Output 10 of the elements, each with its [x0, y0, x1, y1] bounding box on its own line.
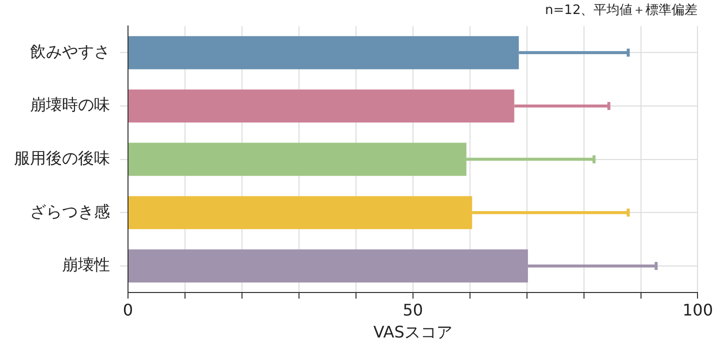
y-tick-label: 崩壊時の味 [30, 95, 110, 114]
y-tick-label: ざらつき感 [30, 202, 110, 221]
x-tick-label: 100 [682, 300, 714, 320]
y-tick-label: 服用後の後味 [14, 148, 110, 168]
x-tick-label: 50 [402, 300, 424, 320]
y-tick-label: 飲みやすさ [30, 42, 110, 61]
text: n=12、平均値＋標準偏差 [545, 2, 698, 18]
y-tick-label: 崩壊性 [62, 255, 110, 274]
x-tick-label: 0 [122, 300, 134, 320]
x-axis-title: VASスコア [373, 322, 452, 342]
